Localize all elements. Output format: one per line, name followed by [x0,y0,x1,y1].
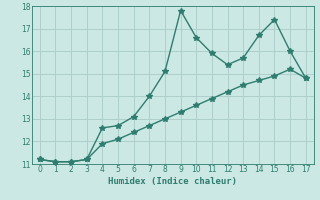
X-axis label: Humidex (Indice chaleur): Humidex (Indice chaleur) [108,177,237,186]
